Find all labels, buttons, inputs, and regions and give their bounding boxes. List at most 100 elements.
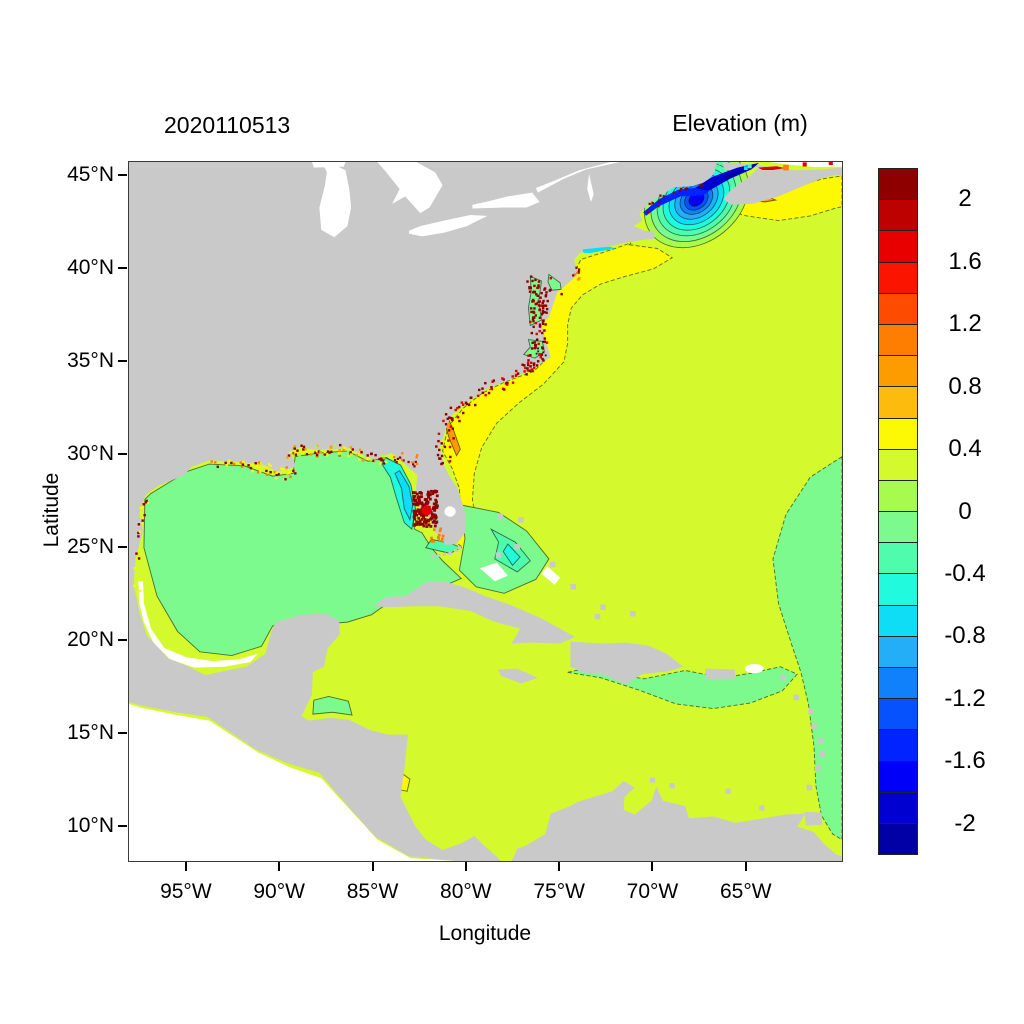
tampa-darkred-cluster [418, 523, 422, 526]
louisiana-speckles [269, 464, 272, 468]
gulf-coast-speckles [338, 452, 341, 455]
long-island-sound-cyan [582, 246, 616, 254]
tampa-darkred-cluster [435, 506, 439, 509]
midatlantic-red-speckles [491, 380, 494, 383]
colorbar-tick-label: 0.8 [948, 372, 982, 400]
newjersey-speckles [572, 274, 575, 277]
x-tick-label: 95°W [160, 880, 212, 903]
nc-black-specks [542, 351, 545, 354]
texas-mexico-speckles [140, 506, 144, 509]
gulf-coast-speckles [296, 449, 299, 452]
x-tick-mark [464, 862, 467, 871]
louisiana-speckles [259, 462, 262, 465]
minas-orange-tip [783, 164, 789, 171]
tampa-darkred-cluster [416, 503, 420, 507]
x-tick-mark [558, 862, 561, 871]
x-axis-title: Longitude [438, 922, 532, 945]
tampa-darkred-cluster [434, 498, 438, 502]
florida-panhandle-red-dots [412, 463, 415, 466]
chesapeake-red-speckles [533, 284, 536, 288]
tampa-darkred-cluster [432, 490, 436, 493]
midatlantic-red-speckles [531, 341, 534, 345]
midatlantic-red-speckles [481, 391, 485, 395]
tampa-darkred-cluster [425, 502, 429, 506]
midatlantic-red-speckles [492, 379, 496, 382]
lesser-antilles-gray-islands [780, 675, 787, 681]
colorbar-segment [879, 230, 917, 262]
southwest-florida-orange-dots [430, 539, 434, 543]
chesapeake-red-speckles [533, 307, 536, 310]
chesapeake-red-speckles [536, 294, 539, 298]
nc-black-specks [537, 350, 540, 353]
colorbar-tick-label: -2 [954, 809, 976, 837]
midatlantic-red-speckles [474, 403, 477, 407]
lake-michigan [319, 162, 352, 238]
gulf-coast-speckles [287, 454, 291, 457]
midatlantic-red-speckles [540, 304, 543, 307]
florida-panhandle-red-dots [401, 452, 404, 455]
maine-red-speckles [684, 188, 687, 191]
chesapeake-red-speckles [545, 311, 548, 314]
louisiana-speckles [225, 464, 228, 467]
midatlantic-red-speckles [452, 437, 455, 440]
gulf-coast-speckles [302, 445, 306, 449]
colorbar-segment [879, 323, 917, 356]
tampa-darkred-cluster [420, 517, 424, 521]
florida-panhandle-red-dots [401, 458, 404, 462]
midatlantic-red-speckles [442, 419, 445, 423]
bahama-bank-white-2 [541, 566, 561, 585]
midatlantic-red-speckles [533, 366, 536, 369]
colorbar-segment [879, 261, 917, 293]
midatlantic-red-speckles [538, 325, 542, 328]
midatlantic-red-speckles [541, 304, 544, 308]
midatlantic-red-speckles [543, 337, 547, 340]
tampa-darkred-cluster [428, 493, 432, 497]
midatlantic-red-speckles [451, 417, 454, 420]
chesapeake-red-speckles [531, 318, 535, 321]
venezuela-offshore-islands [725, 788, 731, 794]
midatlantic-red-speckles [537, 280, 541, 283]
gulf-coast-speckles [360, 451, 363, 454]
midatlantic-red-speckles [484, 393, 487, 397]
midatlantic-red-speckles [549, 276, 553, 280]
minas-basin-red-sliver [758, 166, 786, 170]
midatlantic-red-speckles [449, 406, 453, 410]
gulf-coast-speckles [293, 452, 297, 455]
southwest-florida-orange-dots [438, 533, 441, 537]
midatlantic-red-speckles [447, 439, 450, 442]
y-tick-label: 15°N [67, 720, 114, 744]
midatlantic-red-speckles [511, 375, 514, 378]
louisiana-speckles [255, 465, 259, 468]
tampa-darkred-cluster [415, 492, 419, 496]
gulf-coast-speckles [381, 454, 384, 457]
bahamas-turquoise-arc [502, 543, 521, 567]
colorbar-segment [879, 386, 917, 418]
land-hispaniola [570, 641, 684, 685]
southwest-florida-orange-dots [439, 527, 443, 531]
fundy-head-specks [747, 164, 752, 169]
colorbar-tick-label: -0.4 [944, 559, 986, 587]
lake-erie [408, 214, 488, 237]
midatlantic-red-speckles [501, 377, 504, 380]
midatlantic-red-speckles [535, 293, 538, 296]
gulf-coast-speckles [333, 444, 337, 447]
newjersey-speckles [577, 271, 580, 274]
southwest-florida-orange-dots [441, 537, 444, 541]
anegada-bank-white [744, 663, 764, 674]
maine-red-speckles [659, 194, 662, 197]
tampa-darkred-cluster [433, 508, 437, 512]
maine-red-speckles [685, 187, 688, 190]
louisiana-speckles [251, 469, 254, 473]
louisiana-speckles [289, 475, 292, 479]
colorbar-segment [879, 791, 917, 823]
tampa-darkred-cluster [425, 499, 429, 503]
florida-keys-gray [453, 548, 458, 553]
gulf-coast-speckles [293, 446, 296, 450]
lesser-antilles-gray-islands [811, 723, 817, 730]
gulf-coast-speckles [378, 457, 381, 461]
southwest-florida-orange-dots [438, 529, 442, 533]
gulf-coast-speckles [300, 444, 303, 447]
tampa-darkred-cluster [435, 520, 439, 524]
midatlantic-red-speckles [544, 294, 548, 297]
